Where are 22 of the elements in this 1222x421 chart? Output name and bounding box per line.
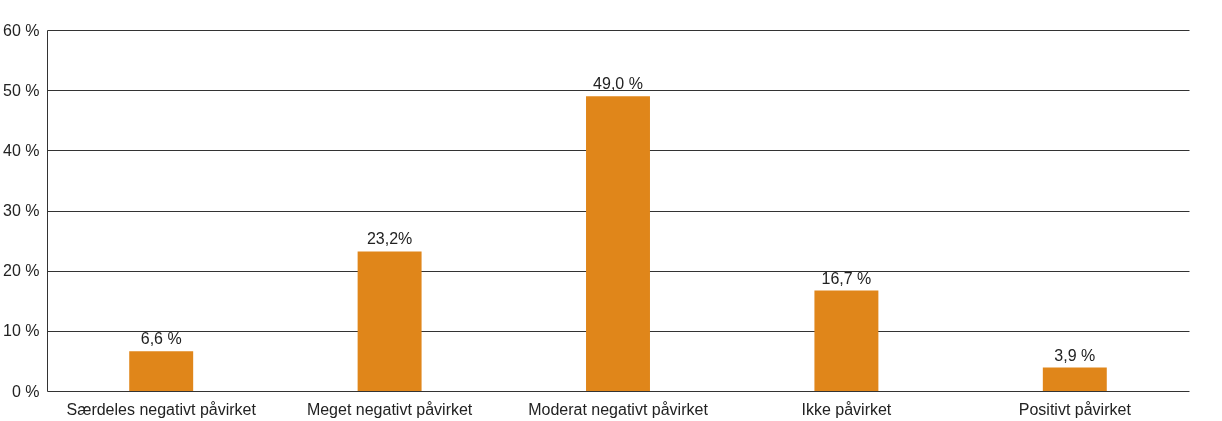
bar [586, 96, 650, 391]
bar [357, 251, 422, 391]
data-label: 16,7 % [821, 269, 872, 287]
bar [129, 351, 194, 391]
x-tick-label: Meget negativt påvirket [306, 400, 473, 418]
x-tick-label: Positivt påvirket [1018, 400, 1132, 418]
y-tick-label: 40 % [3, 141, 40, 159]
y-tick-label: 60 % [3, 21, 40, 39]
bar [814, 290, 879, 391]
data-label: 49,0 % [593, 75, 643, 93]
x-tick-label: Særdeles negativt påvirket [66, 400, 257, 418]
data-label: 23,2% [366, 230, 413, 248]
y-tick-label: 30 % [3, 202, 40, 219]
x-tick-label: Ikke påvirket [801, 400, 892, 418]
y-tick-label: 0 % [11, 382, 40, 400]
bar [1042, 367, 1107, 391]
y-tick-label: 20 % [3, 262, 40, 280]
y-tick-label: 10 % [3, 322, 40, 340]
data-label: 6,6 % [140, 330, 182, 348]
data-label: 3,9 % [1054, 346, 1096, 364]
x-tick-label: Moderat negativt påvirket [528, 400, 709, 418]
y-tick-label: 50 % [3, 81, 40, 99]
